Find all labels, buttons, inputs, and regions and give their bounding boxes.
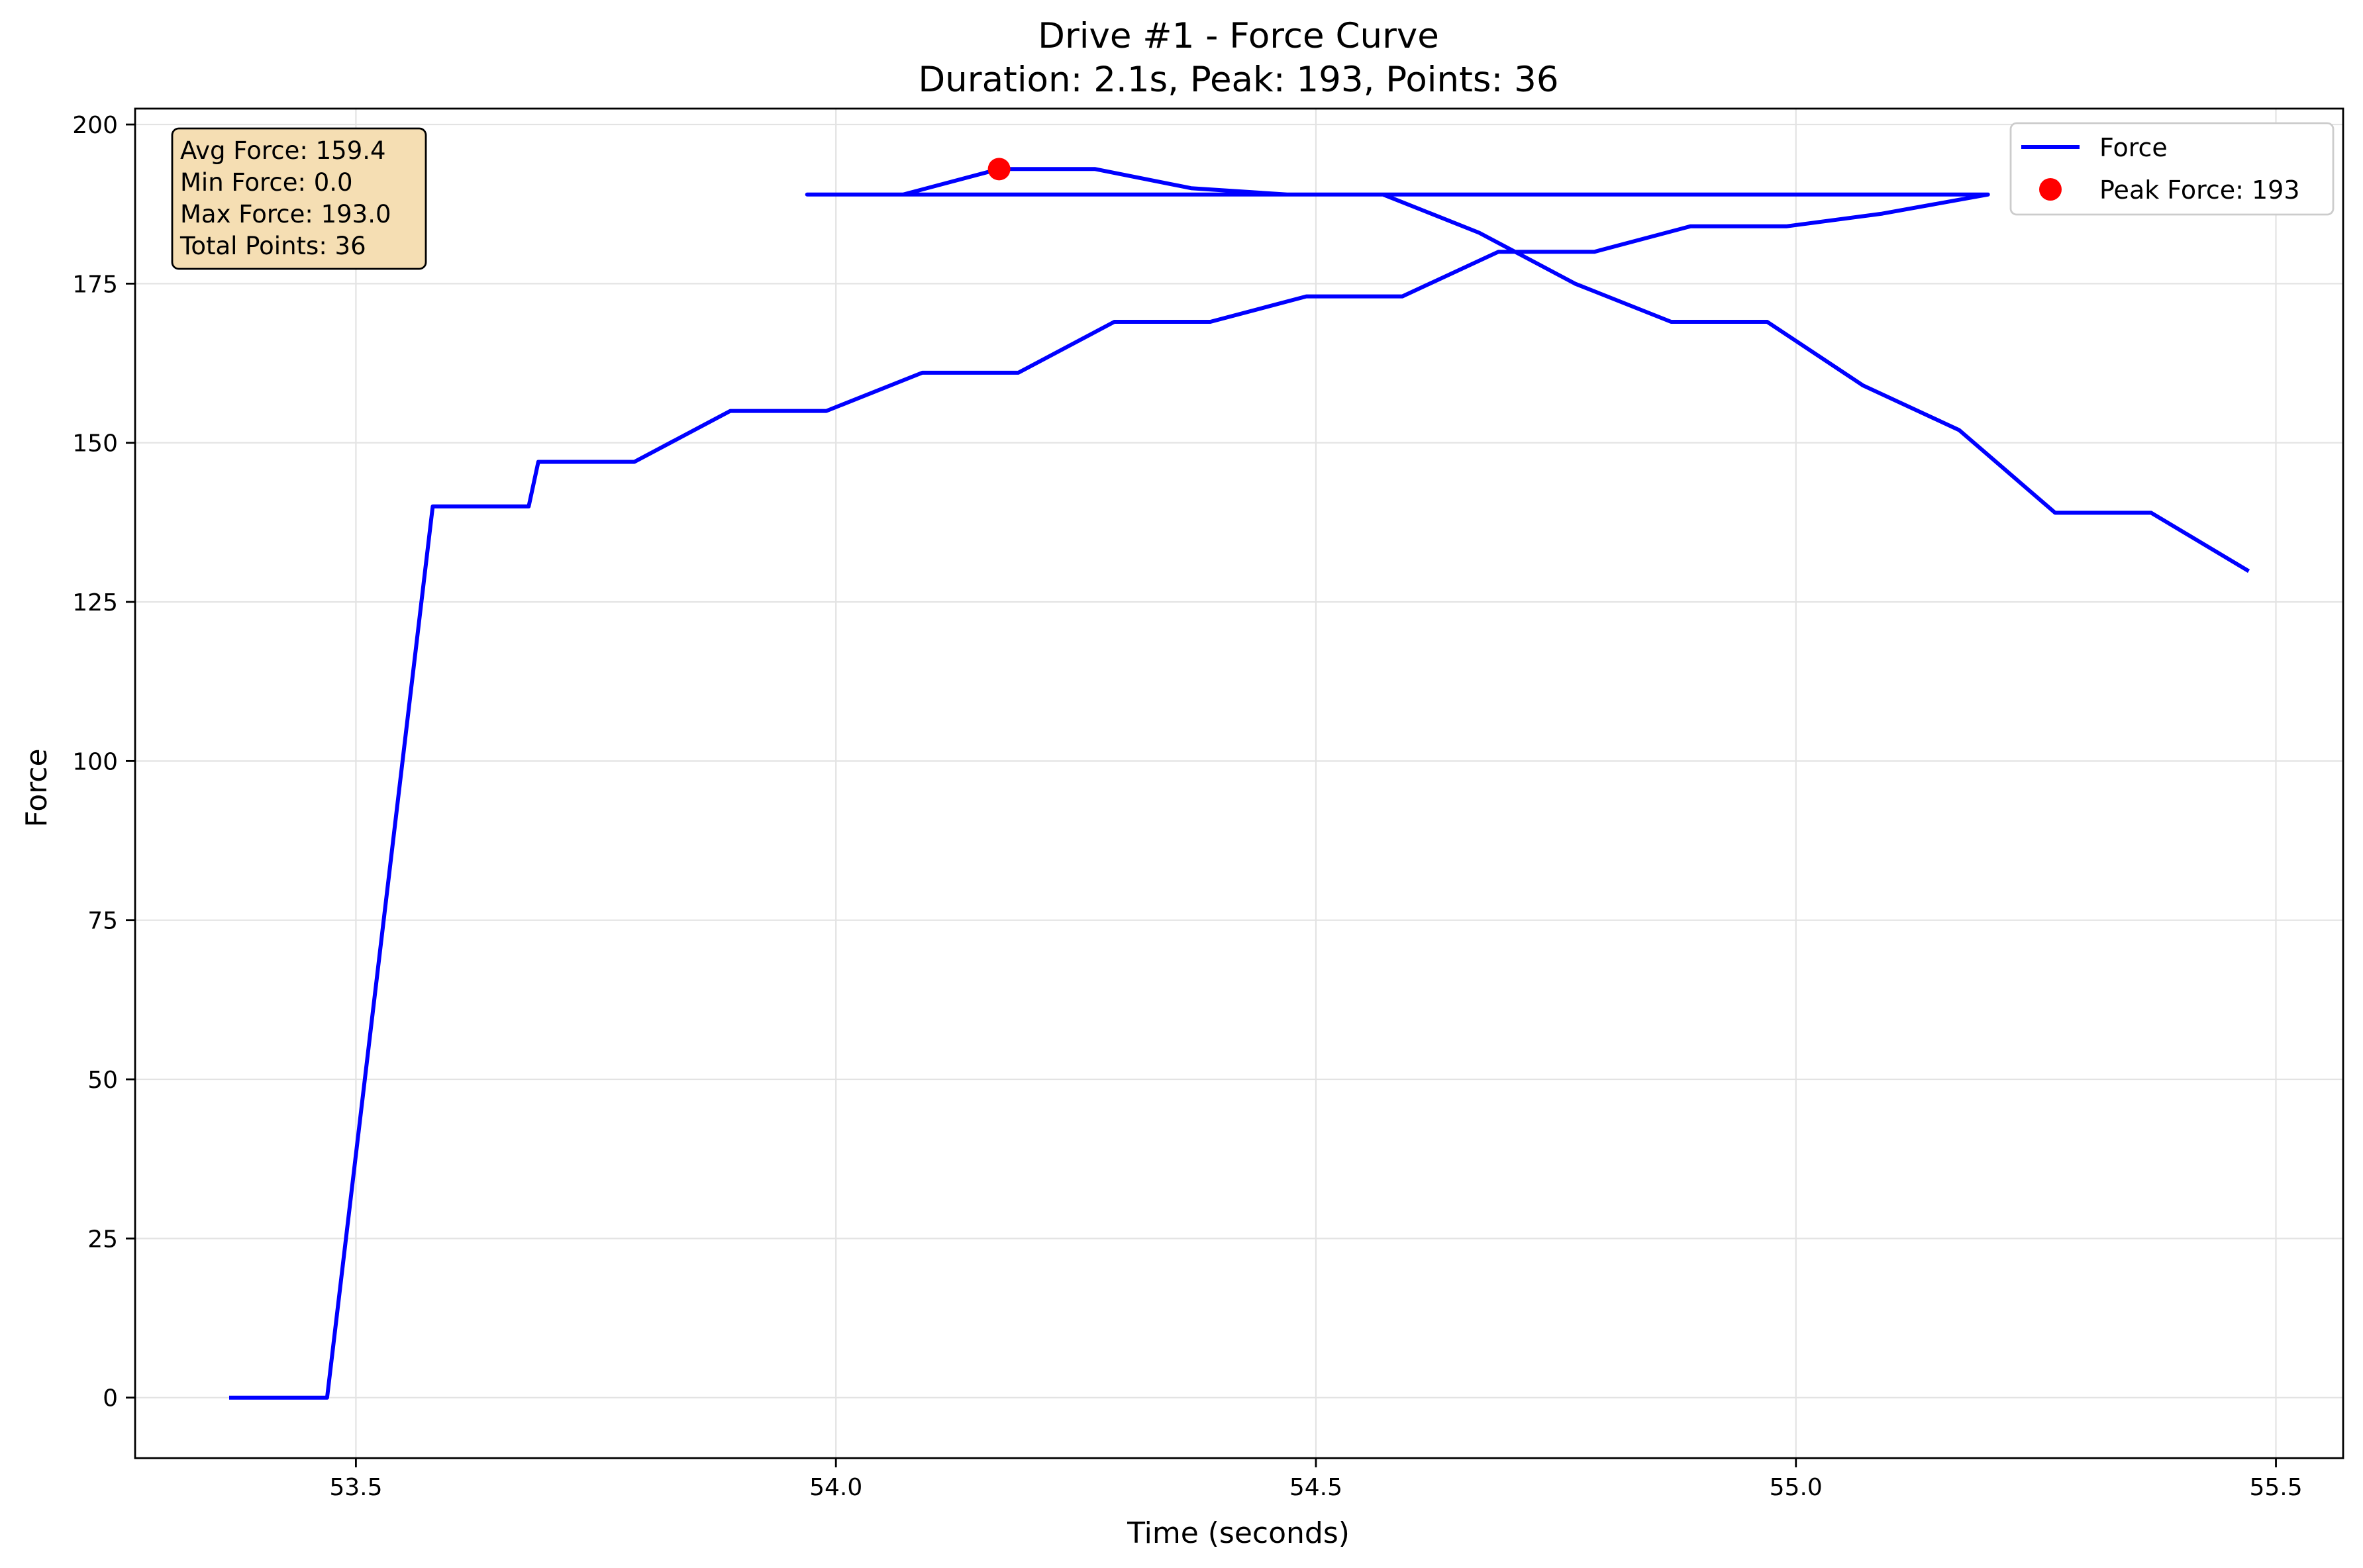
chart-subtitle: Duration: 2.1s, Peak: 193, Points: 36 xyxy=(918,60,1558,100)
stats-line: Avg Force: 159.4 xyxy=(180,136,386,165)
stats-annotation-box: Avg Force: 159.4 Min Force: 0.0 Max Force:… xyxy=(171,127,427,270)
legend-frame xyxy=(2009,122,2335,216)
grid-lines xyxy=(135,109,2343,1458)
stats-line: Total Points: 36 xyxy=(179,232,366,260)
x-tick-label: 55.5 xyxy=(2249,1474,2302,1501)
force-series-line xyxy=(229,167,2250,1400)
axes: 53.5 54.0 54.5 55.0 55.5 0 25 50 75 100 125 150 175 2… xyxy=(72,107,2344,1501)
legend-peak-swatch xyxy=(2039,178,2062,201)
x-tick-label: 54.0 xyxy=(809,1474,862,1501)
plot-series xyxy=(229,158,2250,1400)
y-tick-label: 175 xyxy=(72,271,118,298)
y-tick-label: 0 xyxy=(103,1385,118,1412)
y-tick-label: 75 xyxy=(87,908,118,935)
x-axis-label: Time (seconds) xyxy=(1127,1516,1350,1550)
y-tick-label: 125 xyxy=(72,589,118,616)
stats-line: Min Force: 0.0 xyxy=(180,168,353,197)
y-axis-label: Force xyxy=(20,748,54,827)
legend-force-label: Force xyxy=(2099,133,2168,162)
x-tick-label: 53.5 xyxy=(329,1474,382,1501)
stats-line: Max Force: 193.0 xyxy=(180,200,391,228)
x-tick-label: 54.5 xyxy=(1289,1474,1342,1501)
y-tick-label: 50 xyxy=(87,1067,118,1094)
legend: Force Peak Force: 193 xyxy=(2009,122,2335,216)
legend-peak-label: Peak Force: 193 xyxy=(2099,175,2300,205)
x-tick-label: 55.0 xyxy=(1770,1474,1823,1501)
y-tick-label: 25 xyxy=(87,1226,118,1253)
y-tick-label: 150 xyxy=(72,430,118,458)
y-tick-label: 200 xyxy=(72,112,118,139)
plot-frame xyxy=(134,107,2344,1459)
peak-force-marker xyxy=(987,158,1011,181)
stats-box-background xyxy=(171,127,427,270)
chart-title: Drive #1 - Force Curve xyxy=(1038,16,1439,56)
y-tick-label: 100 xyxy=(72,748,118,775)
